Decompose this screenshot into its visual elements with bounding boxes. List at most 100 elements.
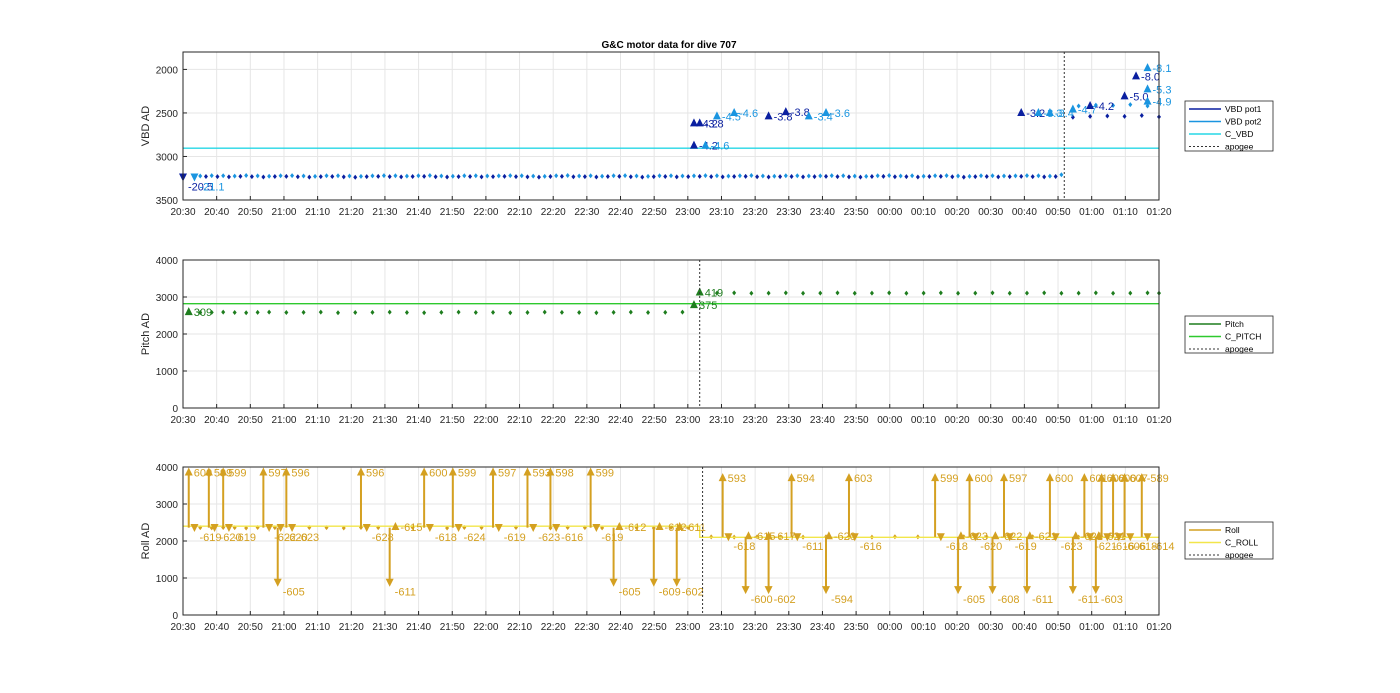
x-tick-label: 01:20 (1146, 207, 1171, 218)
data-point (462, 173, 467, 179)
data-point (209, 309, 214, 315)
x-tick-label: 23:00 (675, 207, 700, 218)
x-tick-label: 21:50 (440, 622, 465, 633)
y-tick-label: 3500 (156, 196, 179, 207)
data-point (869, 173, 874, 179)
data-point (249, 174, 254, 180)
data-point (588, 173, 593, 179)
annotation-label: -620 (834, 531, 856, 543)
x-tick-label: 01:20 (1146, 622, 1171, 633)
annotation-label: -621 (1095, 541, 1117, 553)
data-point (680, 309, 685, 315)
arrow-head (489, 467, 498, 476)
annotation-label: -5.3 (1153, 84, 1172, 96)
series-line-c-roll (183, 525, 1159, 538)
annotation-label: -620 (980, 541, 1002, 553)
arrow-head (844, 473, 853, 482)
data-point (542, 309, 547, 315)
data-point (1053, 173, 1058, 179)
data-point (387, 174, 392, 180)
x-tick-label: 20:50 (238, 207, 263, 218)
x-tick-label: 23:10 (709, 415, 734, 426)
data-point (215, 174, 220, 180)
x-tick-label: 23:00 (675, 415, 700, 426)
data-point (427, 173, 432, 179)
data-point (404, 310, 409, 316)
annotation-label: 598 (555, 468, 573, 480)
data-point (456, 309, 461, 315)
x-tick-label: 21:40 (406, 622, 431, 633)
data-point (318, 309, 323, 315)
data-point (198, 173, 203, 179)
data-point (680, 173, 685, 179)
data-point (370, 173, 375, 179)
x-tick-label: 01:00 (1079, 415, 1104, 426)
x-tick-label: 20:40 (204, 207, 229, 218)
arrow-head (184, 307, 193, 316)
data-point (623, 173, 628, 179)
arrow-head (1045, 473, 1054, 482)
data-point (364, 174, 369, 180)
annotation-label: -623 (538, 532, 560, 544)
data-point (674, 174, 679, 180)
data-point (1076, 290, 1081, 296)
data-point (950, 174, 955, 180)
annotation-label: -615 (754, 531, 776, 543)
arrow-head (764, 111, 773, 120)
annotation-label: -619 (199, 532, 221, 544)
data-point (818, 173, 823, 179)
arrow-head (1005, 533, 1014, 542)
annotation-label: -4.2 (699, 118, 718, 130)
x-tick-label: 23:00 (675, 622, 700, 633)
data-point (984, 173, 989, 179)
subplot-2: 20:30 20:40 20:50 21:00 21:10 21:20 21:30 21:40… (140, 256, 1274, 426)
annotation-label: -605 (619, 587, 641, 599)
x-tick-label: 00:30 (978, 207, 1003, 218)
arrow-head (391, 521, 400, 530)
annotation-label: -8.1 (1153, 63, 1172, 75)
annotation-label: -619 (504, 532, 526, 544)
data-point (341, 174, 346, 180)
x-tick-label: 00:20 (945, 622, 970, 633)
data-point (1139, 113, 1144, 119)
y-tick-label: 4000 (156, 256, 179, 267)
arrow-head (1103, 533, 1112, 542)
data-point (812, 174, 817, 180)
data-point (353, 174, 358, 180)
data-point (491, 174, 496, 180)
y-axis-label: Roll AD (140, 523, 152, 560)
x-tick-label: 23:50 (844, 415, 869, 426)
annotation-label: -611 (1078, 594, 1099, 606)
data-point (766, 290, 771, 296)
data-point (772, 173, 777, 179)
y-tick-label: 1000 (156, 367, 179, 378)
data-point (921, 173, 926, 179)
x-tick-label: 21:10 (305, 415, 330, 426)
data-point (829, 173, 834, 179)
x-tick-label: 23:50 (844, 207, 869, 218)
annotation-label: 593 (728, 473, 746, 485)
x-tick-label: 00:10 (911, 415, 936, 426)
annotation-label: -618 (733, 541, 755, 553)
data-point (313, 173, 318, 179)
annotation-label: -4.2 (699, 141, 718, 153)
arrow-head (1097, 473, 1106, 482)
annotation-label: 597 (498, 468, 516, 480)
data-point (686, 174, 691, 180)
data-point (617, 173, 622, 179)
arrow-head (1045, 107, 1054, 116)
legend-box (1184, 315, 1274, 354)
annotation-label: -618 (946, 541, 968, 553)
arrow-head (1132, 71, 1141, 80)
legend-box (1184, 521, 1274, 560)
y-tick-label: 2000 (156, 330, 179, 341)
data-point (921, 290, 926, 296)
data-point (1128, 290, 1133, 296)
data-point (600, 173, 605, 179)
arrow-head (689, 140, 698, 149)
arrow-head (988, 586, 997, 595)
data-point (244, 173, 249, 179)
data-point (628, 309, 633, 315)
